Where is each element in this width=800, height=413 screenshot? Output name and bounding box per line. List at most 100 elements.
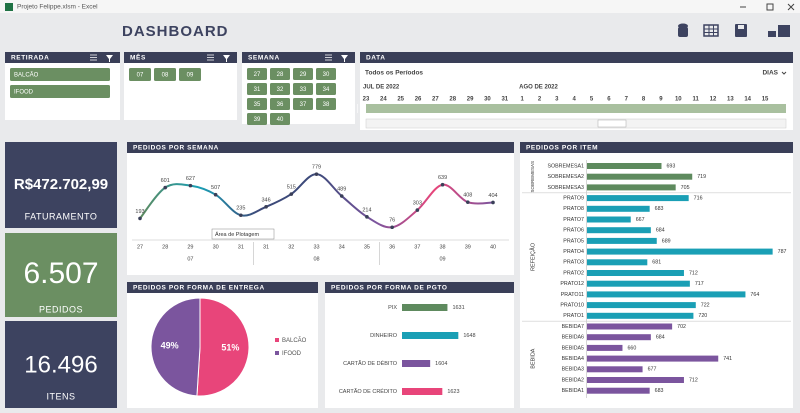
kpi-card — [5, 321, 117, 408]
database-icon-body[interactable] — [678, 27, 688, 37]
line-point — [264, 205, 268, 209]
slicer-button[interactable] — [10, 85, 110, 98]
data-label: 716 — [694, 196, 703, 202]
layout-icon-a[interactable] — [768, 31, 776, 37]
slicer-filter-icon[interactable] — [106, 55, 113, 62]
kpi-value: R$472.702,99 — [14, 176, 108, 193]
slicer-button-label[interactable]: 34 — [323, 87, 330, 93]
bar — [587, 216, 631, 223]
y-tick-label: BEBIDA4 — [562, 356, 584, 362]
slicer-button-label[interactable]: 36 — [277, 102, 284, 108]
slicer-button[interactable] — [293, 83, 313, 95]
data-label: 722 — [701, 303, 710, 309]
slicer-button-label[interactable]: 29 — [300, 72, 307, 78]
slicer-button[interactable] — [247, 113, 267, 125]
slicer-button-label[interactable]: 27 — [254, 72, 261, 78]
table-icon[interactable] — [703, 24, 719, 37]
line-point — [239, 213, 243, 218]
slicer-button[interactable] — [270, 68, 290, 80]
slicer-button[interactable] — [270, 98, 290, 110]
bar — [587, 163, 662, 169]
close[interactable] — [787, 3, 795, 11]
slicer-button-label[interactable]: 35 — [254, 102, 261, 108]
timeline-day: 10 — [675, 97, 682, 103]
bar — [587, 323, 673, 330]
y-tick-label: PRATO8 — [563, 206, 584, 212]
slicer-button-label[interactable]: 32 — [277, 87, 284, 93]
slicer-button-label[interactable]: 28 — [277, 72, 284, 78]
timeline-day: 27 — [432, 97, 439, 103]
panel-title: PEDIDOS POR ITEM — [526, 145, 598, 152]
panel-header — [242, 52, 355, 63]
kpi-label: FATURAMENTO — [25, 211, 98, 221]
line-point — [289, 192, 294, 196]
bar — [587, 291, 746, 298]
x-group-label: 08 — [313, 256, 319, 262]
data-label: 408 — [463, 193, 472, 199]
slicer-button[interactable] — [316, 68, 336, 80]
slicer-button-label[interactable]: 40 — [277, 117, 284, 123]
slicer-button-label[interactable]: 39 — [254, 117, 261, 123]
slicer-button[interactable] — [270, 113, 290, 125]
timeline-scroll-thumb[interactable] — [597, 119, 627, 128]
y-tick-label: SOBREMESA3 — [547, 185, 584, 191]
slicer-button[interactable] — [247, 98, 267, 110]
y-tick-label: DINHEIRO — [370, 333, 398, 339]
bar — [402, 388, 443, 395]
data-label: 719 — [697, 174, 706, 180]
slicer-button[interactable] — [10, 68, 110, 81]
timeline-day: 4 — [573, 97, 577, 103]
slicer-button[interactable] — [293, 98, 313, 110]
line-point — [314, 172, 319, 176]
y-tick-label: BEBIDA5 — [562, 345, 584, 351]
slicer-button[interactable] — [270, 83, 290, 95]
timeline-month: AGO DE 2022 — [519, 85, 558, 91]
slicer-button-label[interactable]: 38 — [323, 102, 330, 108]
data-label: 627 — [186, 176, 195, 182]
slicer-button-label[interactable]: IFOOD — [14, 90, 34, 96]
timeline-unit[interactable]: DIAS — [762, 70, 778, 77]
slicer-button-label[interactable]: BALCÃO — [14, 72, 39, 79]
data-label: 720 — [698, 313, 707, 319]
maximize[interactable] — [766, 3, 774, 11]
slicer-button-label[interactable]: 30 — [323, 72, 330, 78]
data-label: 741 — [723, 356, 732, 362]
slicer-button[interactable] — [129, 68, 151, 81]
slicer-multiselect-icon[interactable] — [90, 54, 97, 61]
x-tick-label: 29 — [187, 244, 193, 250]
layout-icon-b[interactable] — [778, 25, 790, 37]
slicer-button[interactable] — [247, 83, 267, 95]
line-point — [365, 215, 369, 219]
slicer-button[interactable] — [154, 68, 176, 81]
x-tick-label: 37 — [414, 244, 420, 250]
slicer-button-label[interactable]: 07 — [137, 73, 144, 79]
panel-title: PEDIDOS POR SEMANA — [133, 145, 219, 152]
y-tick-label: PRATO5 — [563, 238, 584, 244]
slicer-filter-icon[interactable] — [223, 55, 230, 62]
slicer-button-label[interactable]: 08 — [162, 73, 169, 79]
slicer-button-label[interactable]: 09 — [187, 73, 194, 79]
timeline-day: 2 — [538, 97, 542, 103]
data-label: 1604 — [435, 361, 447, 367]
bar — [402, 304, 448, 311]
bar — [402, 360, 431, 367]
timeline-track — [366, 104, 786, 113]
x-tick-label: 38 — [440, 244, 446, 250]
slicer-button-label[interactable]: 31 — [254, 87, 261, 93]
slicer-button[interactable] — [316, 98, 336, 110]
y-tick-label: BEBIDA1 — [562, 388, 584, 394]
slicer-button[interactable] — [247, 68, 267, 80]
line-point — [415, 208, 420, 212]
slicer-filter-icon[interactable] — [341, 55, 348, 62]
slicer-button[interactable] — [179, 68, 201, 81]
slicer-button[interactable] — [316, 83, 336, 95]
timeline-day: 28 — [449, 97, 456, 103]
data-label: 702 — [677, 324, 686, 330]
bar — [587, 387, 650, 394]
slicer-button-label[interactable]: 37 — [300, 102, 307, 108]
slicer-button[interactable] — [293, 68, 313, 80]
slicer-multiselect-icon[interactable] — [207, 54, 214, 61]
slicer-button-label[interactable]: 33 — [300, 87, 307, 93]
slicer-multiselect-icon[interactable] — [325, 54, 332, 61]
